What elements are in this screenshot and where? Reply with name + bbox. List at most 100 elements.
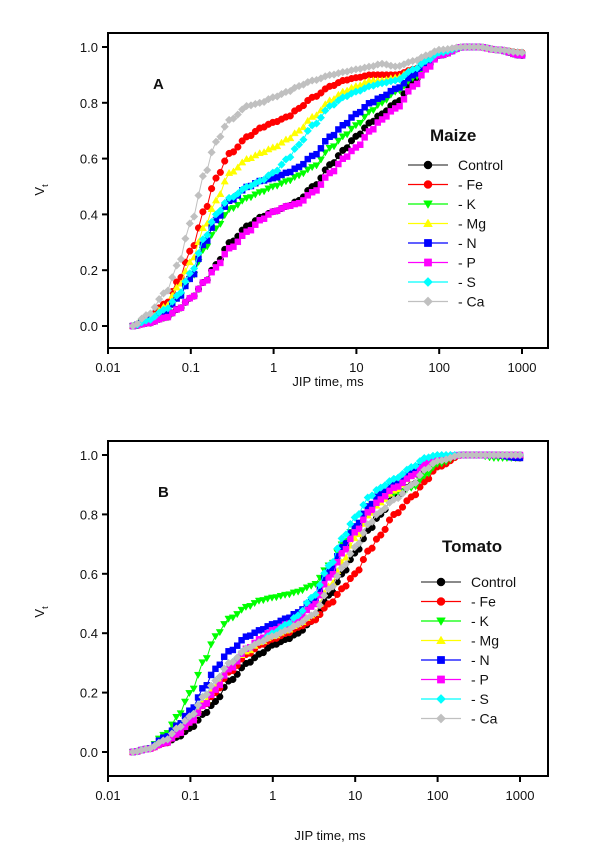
- data-point: [198, 224, 207, 232]
- legend-item: Control: [408, 157, 503, 173]
- data-point: [216, 168, 224, 176]
- data-point: [163, 735, 172, 744]
- legend-item: - K: [408, 196, 477, 212]
- data-point: [315, 601, 325, 610]
- data-point: [415, 470, 425, 480]
- data-point: [263, 595, 272, 603]
- x-tick-label: 10: [349, 360, 363, 375]
- data-point: [398, 489, 407, 498]
- x-tick-label: 1000: [508, 360, 537, 375]
- axis-ticks: 0.01 0.1 1 10 100 1000 0.0 0.2 0.4 0.6 0.8 1.0: [80, 448, 535, 803]
- data-point: [211, 633, 220, 641]
- data-point: [211, 210, 221, 219]
- data-point: [324, 561, 333, 570]
- data-point: [346, 519, 355, 529]
- data-point: [286, 112, 294, 120]
- x-tick-label: 1000: [506, 788, 535, 803]
- data-point: [346, 549, 355, 558]
- legend-item: Control: [421, 574, 516, 590]
- series-layer: [128, 450, 525, 757]
- legend-label: - P: [471, 672, 489, 688]
- data-point: [212, 264, 220, 271]
- y-axis-title: Vt: [32, 184, 50, 196]
- data-point: [242, 195, 251, 203]
- y-tick-label: 0.8: [80, 507, 98, 522]
- legend-item: - K: [421, 613, 490, 629]
- data-point: [172, 261, 181, 270]
- data-point: [368, 506, 376, 514]
- data-point: [348, 114, 355, 121]
- data-point: [355, 566, 363, 574]
- data-point: [229, 167, 238, 175]
- data-point: [215, 629, 224, 637]
- data-point: [211, 697, 220, 706]
- x-tick-label: 0.1: [181, 788, 199, 803]
- data-point: [247, 226, 255, 234]
- data-point: [181, 277, 190, 286]
- data-point: [203, 230, 212, 240]
- data-point: [212, 686, 219, 693]
- data-point: [303, 166, 312, 174]
- data-point: [298, 587, 307, 595]
- data-point: [287, 168, 294, 176]
- data-point: [424, 463, 433, 473]
- data-point: [313, 187, 320, 194]
- data-point: [351, 529, 358, 536]
- data-point: [180, 716, 190, 726]
- data-point: [394, 493, 403, 503]
- data-point: [515, 450, 525, 460]
- data-point: [398, 469, 407, 479]
- panel-letter: B: [158, 484, 169, 501]
- data-point: [229, 205, 238, 213]
- data-point: [322, 138, 329, 145]
- x-tick-label: 100: [428, 360, 450, 375]
- legend-label: - P: [458, 255, 476, 271]
- data-point: [343, 131, 352, 139]
- x-axis-title: JIP time, ms: [292, 374, 364, 389]
- legend-label: - N: [458, 235, 477, 251]
- y-tick-label: 0.2: [80, 263, 98, 278]
- data-point: [251, 191, 260, 199]
- data-point: [176, 288, 186, 297]
- data-point: [198, 659, 207, 667]
- data-point: [234, 238, 242, 246]
- x-tick-label: 0.01: [95, 360, 120, 375]
- y-tick-label: 0.6: [80, 567, 98, 582]
- data-point: [380, 503, 390, 513]
- data-point: [364, 108, 374, 116]
- data-point: [176, 254, 186, 264]
- y-tick-label: 0.6: [80, 152, 98, 167]
- data-point: [229, 675, 237, 683]
- data-point: [312, 162, 321, 170]
- data-point: [186, 247, 194, 255]
- data-point: [233, 611, 242, 619]
- data-point: [317, 145, 325, 152]
- data-point: [189, 212, 199, 221]
- data-point: [396, 84, 403, 91]
- data-point: [294, 140, 304, 149]
- data-point: [189, 264, 199, 273]
- data-point: [216, 661, 224, 668]
- y-axis-title-sub: t: [40, 606, 50, 609]
- data-point: [394, 509, 402, 517]
- data-point: [176, 722, 185, 731]
- data-point: [426, 63, 434, 70]
- data-point: [199, 208, 207, 216]
- data-point: [343, 119, 351, 127]
- data-point: [290, 144, 299, 154]
- data-point: [293, 611, 303, 620]
- data-point: [255, 189, 264, 197]
- data-point: [272, 594, 281, 602]
- legend-label: - S: [458, 274, 476, 290]
- data-point: [328, 582, 338, 591]
- legend-marker: [436, 635, 446, 644]
- data-point: [207, 217, 216, 227]
- data-point: [259, 649, 267, 657]
- x-tick-label: 10: [348, 788, 362, 803]
- data-point: [316, 156, 325, 164]
- data-point: [517, 48, 527, 57]
- series-ca: [128, 42, 527, 331]
- data-point: [330, 167, 338, 175]
- data-point: [400, 96, 408, 103]
- data-point: [382, 60, 391, 69]
